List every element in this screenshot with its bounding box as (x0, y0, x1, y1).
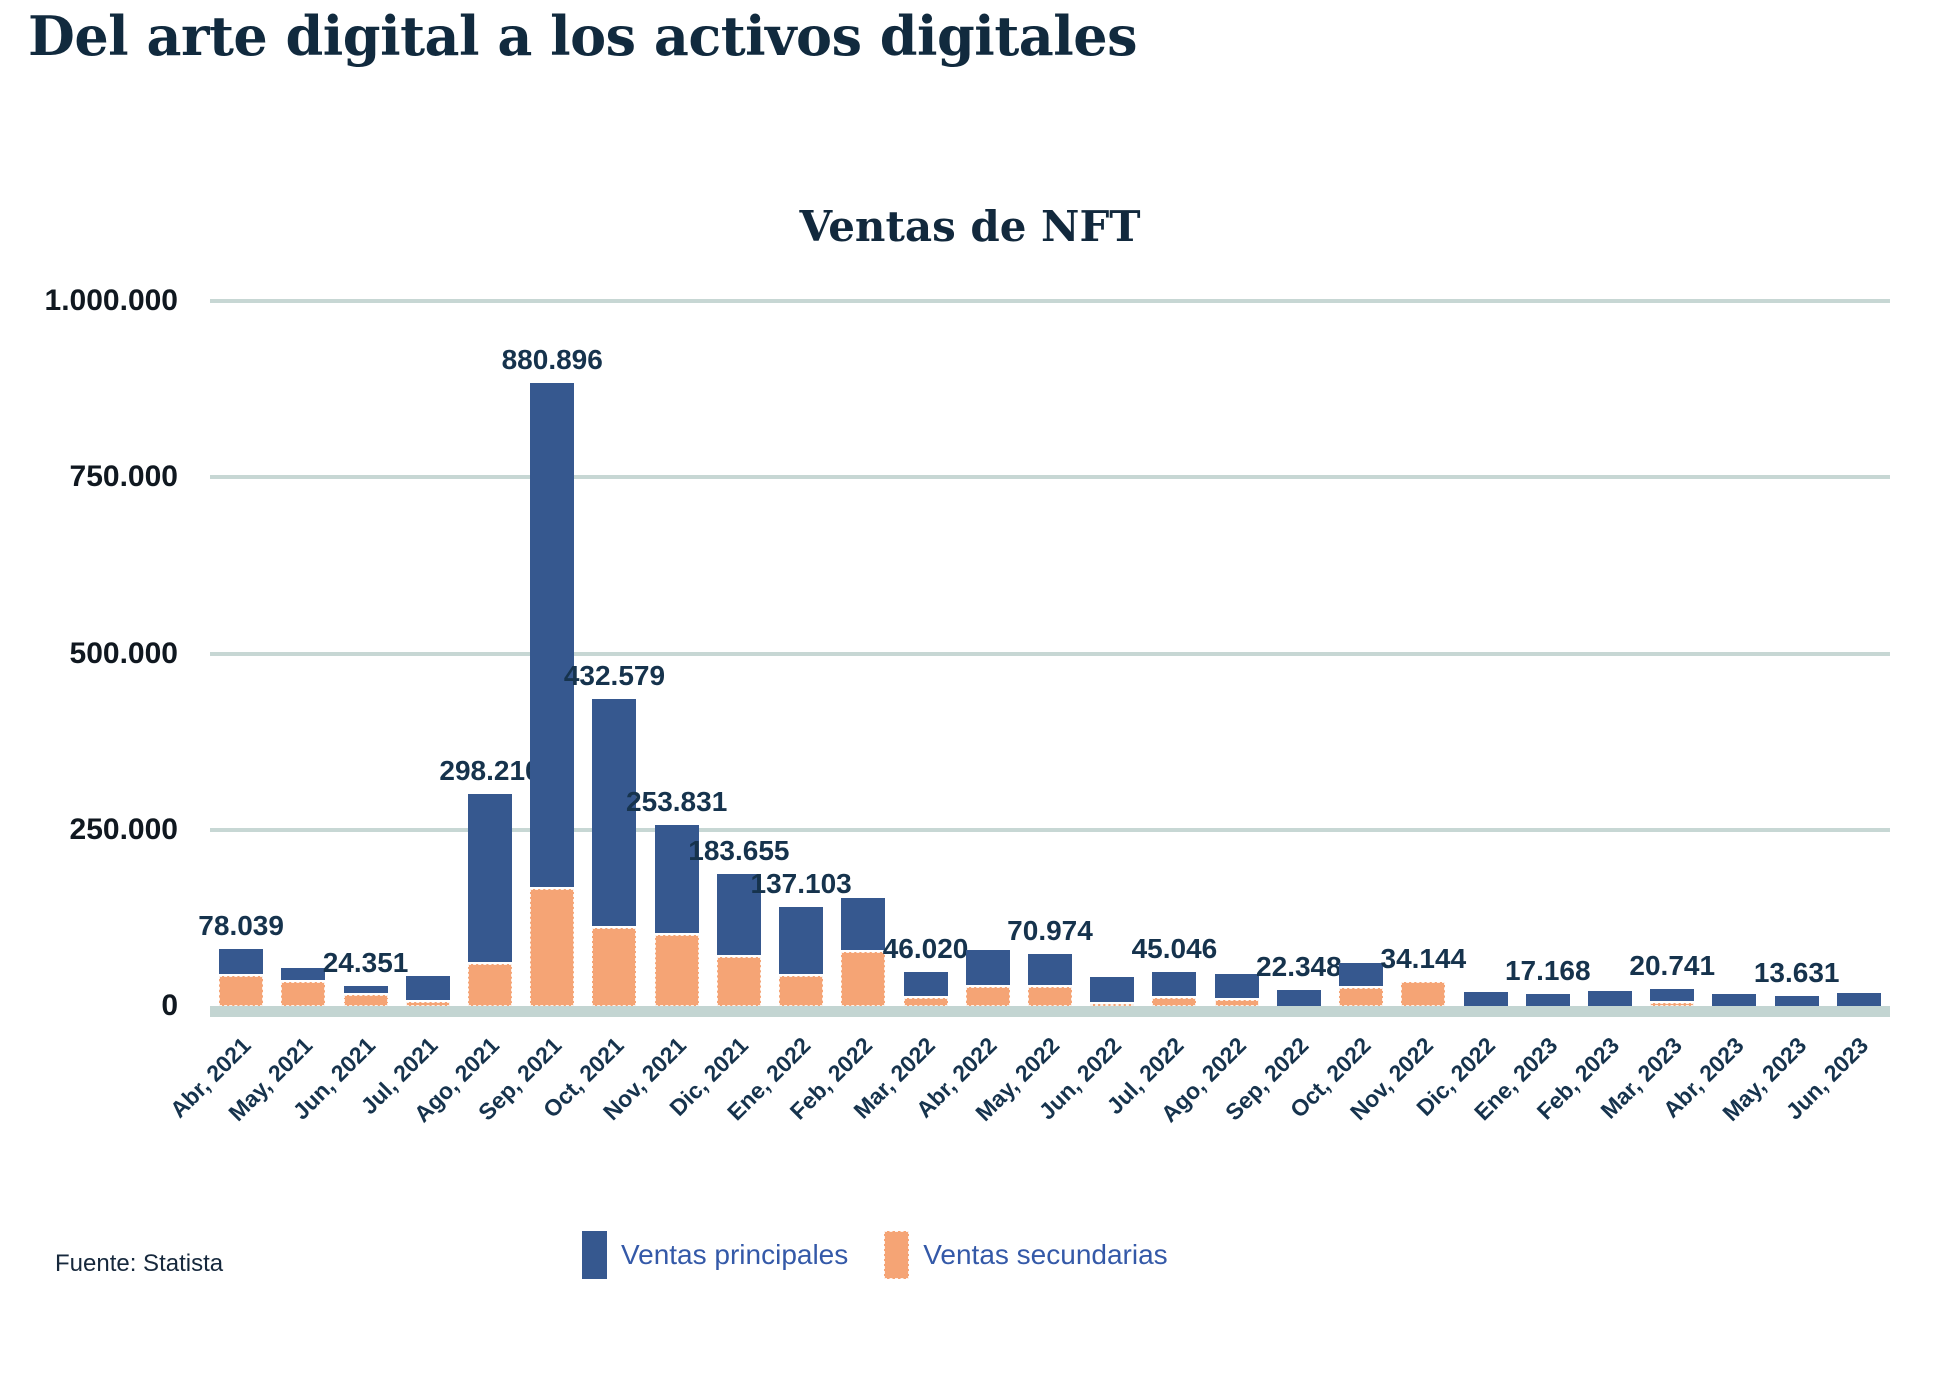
bar-segment-secondary (903, 998, 948, 1006)
bar-value-label: 20.741 (1629, 950, 1716, 981)
bar-segment-secondary (1214, 1000, 1259, 1006)
legend-swatch-secondary (884, 1231, 910, 1279)
bar-segment-primary (405, 976, 450, 1000)
bar-segment-secondary (1339, 988, 1384, 1006)
bar-segment-secondary (716, 957, 761, 1006)
bar-segment-primary (903, 972, 948, 996)
bar-segment-primary (530, 383, 575, 887)
bar-segment-secondary (468, 964, 512, 1006)
bar-segment-secondary (965, 987, 1010, 1006)
bar-value-label: 46.020 (882, 933, 969, 964)
legend-swatch-primary (582, 1231, 607, 1279)
bar-segment-primary (841, 898, 886, 950)
bar-value-label: 432.579 (563, 660, 666, 691)
bar-segment-secondary (841, 952, 886, 1006)
y-axis-tick-label: 250.000 (69, 812, 178, 846)
y-axis-tick-label: 500.000 (69, 636, 178, 670)
legend-label-secondary: Ventas secundarias (923, 1239, 1168, 1270)
chart-legend: Ventas principales Ventas secundarias (582, 1231, 1168, 1279)
bar-segment-secondary (1090, 1004, 1135, 1006)
gridline (210, 299, 1890, 303)
bar-value-label: 34.144 (1380, 943, 1467, 974)
bar-segment-secondary (530, 889, 575, 1006)
bar-value-label: 45.046 (1131, 933, 1218, 964)
bar-segment-primary (779, 907, 824, 974)
bar-value-label: 880.896 (501, 344, 603, 375)
bar-segment-secondary (405, 1002, 450, 1006)
bar-segment-secondary (219, 976, 264, 1006)
bar-segment-primary (219, 949, 264, 974)
bar-segment-secondary (1650, 1003, 1695, 1006)
bar-segment-secondary (281, 982, 326, 1006)
bar-segment-primary (343, 986, 388, 993)
bar-segment-primary (1525, 994, 1570, 1006)
gridline (210, 827, 1890, 832)
bar-segment-primary (1028, 954, 1072, 985)
bar-segment-primary (1712, 994, 1757, 1006)
bar-segment-primary (1463, 992, 1508, 1006)
legend-item-secondary: Ventas secundarias (884, 1231, 1168, 1279)
bar-value-label: 70.974 (1007, 915, 1093, 946)
y-axis-tick-label: 0 (161, 989, 178, 1022)
bar-segment-secondary (654, 935, 699, 1006)
bar-segment-primary (1214, 974, 1259, 998)
bar-value-label: 137.103 (750, 868, 852, 899)
bar-segment-primary (468, 794, 512, 962)
bar-segment-secondary (779, 976, 824, 1006)
bar-segment-primary (1090, 977, 1135, 1002)
bar-value-label: 183.655 (688, 835, 790, 866)
bar-value-label: 78.039 (198, 910, 284, 941)
bar-segment-secondary (1152, 998, 1197, 1006)
bar-segment-secondary (592, 928, 637, 1006)
bar-value-label: 253.831 (626, 786, 728, 817)
bar-value-label: 13.631 (1753, 957, 1840, 988)
bar-segment-secondary (343, 995, 388, 1006)
bar-segment-primary (1276, 990, 1321, 1006)
bar-segment-primary (1650, 989, 1695, 1001)
legend-label-primary: Ventas principales (621, 1239, 849, 1270)
bar-segment-primary (965, 950, 1010, 985)
bar-value-label: 24.351 (322, 947, 409, 978)
bar-segment-primary (1339, 963, 1384, 986)
y-axis-tick-label: 1.000.000 (44, 284, 178, 317)
bar-segment-primary (281, 968, 326, 980)
chart-plot-area: 1.000.000 750.000 500.000 250.000 0 78.039 Abr… (45, 284, 1890, 1127)
source-credit: Fuente: Statista (55, 1250, 224, 1277)
bar-segment-primary (654, 825, 699, 933)
gridline (210, 651, 1890, 656)
bar-value-label: 17.168 (1504, 955, 1591, 986)
bar-segment-secondary (1028, 987, 1072, 1006)
x-axis-line (210, 1006, 1890, 1017)
bar-segment-primary (1152, 972, 1197, 996)
legend-item-primary: Ventas principales (582, 1231, 848, 1279)
y-axis-tick-label: 750.000 (69, 460, 178, 494)
page-title: Del arte digital a los activos digitales (28, 4, 1138, 68)
bar-segment-primary (1588, 991, 1632, 1006)
bar-value-label: 22.348 (1256, 951, 1342, 982)
bar-segment-secondary (1401, 982, 1446, 1006)
chart-title: Ventas de NFT (799, 202, 1141, 251)
bar-segment-primary (716, 874, 761, 955)
bar-value-label: 298.210 (439, 755, 541, 786)
gridline (210, 475, 1890, 480)
bar-segment-primary (592, 699, 637, 926)
bar-segment-primary (1774, 996, 1819, 1006)
bar-segment-primary (1836, 993, 1881, 1006)
